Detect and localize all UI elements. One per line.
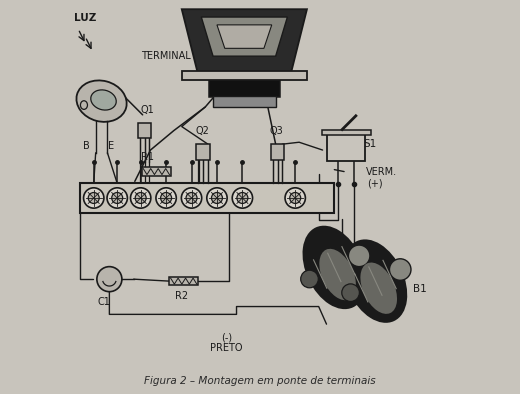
Text: TERMINAL 1: TERMINAL 1	[141, 51, 200, 61]
Ellipse shape	[76, 80, 127, 122]
Ellipse shape	[319, 249, 356, 300]
Text: Q1: Q1	[141, 105, 154, 115]
Ellipse shape	[301, 270, 318, 288]
Bar	[141, 167, 171, 176]
Ellipse shape	[342, 284, 359, 301]
Circle shape	[232, 188, 253, 208]
Text: PRETO: PRETO	[211, 343, 243, 353]
Circle shape	[290, 193, 301, 203]
Bar	[321, 130, 371, 136]
Ellipse shape	[81, 101, 87, 110]
Circle shape	[131, 188, 151, 208]
Bar	[138, 123, 151, 138]
Circle shape	[97, 267, 122, 292]
Bar	[213, 96, 276, 107]
Ellipse shape	[360, 262, 397, 314]
Bar	[197, 144, 210, 160]
Circle shape	[161, 193, 172, 203]
Text: FTE: FTE	[266, 39, 284, 49]
Circle shape	[212, 193, 223, 203]
Text: B1: B1	[412, 284, 426, 294]
Bar	[182, 71, 307, 80]
Ellipse shape	[304, 227, 365, 308]
Text: LUZ: LUZ	[74, 13, 97, 23]
Bar	[169, 277, 199, 285]
Ellipse shape	[389, 259, 411, 280]
Polygon shape	[217, 25, 272, 48]
Ellipse shape	[345, 240, 406, 322]
Text: VERM.: VERM.	[366, 167, 397, 177]
Circle shape	[237, 193, 248, 203]
Text: E: E	[108, 141, 114, 151]
Circle shape	[112, 193, 123, 203]
Text: R1: R1	[141, 152, 154, 162]
Text: Q2: Q2	[196, 126, 210, 136]
Bar	[271, 144, 284, 160]
Text: C1: C1	[97, 297, 110, 307]
Circle shape	[186, 193, 197, 203]
Circle shape	[88, 193, 99, 203]
Bar	[80, 183, 334, 213]
Ellipse shape	[91, 90, 116, 110]
Text: R2: R2	[175, 291, 188, 301]
Text: S1: S1	[363, 139, 377, 149]
Text: Figura 2 – Montagem em ponte de terminais: Figura 2 – Montagem em ponte de terminai…	[144, 376, 376, 386]
Circle shape	[181, 188, 202, 208]
Bar	[328, 132, 365, 161]
Polygon shape	[201, 17, 288, 56]
Text: B: B	[83, 141, 89, 151]
Ellipse shape	[348, 245, 370, 267]
Circle shape	[207, 188, 227, 208]
Text: Q3: Q3	[270, 126, 283, 136]
Polygon shape	[182, 9, 307, 72]
Text: (-): (-)	[221, 333, 232, 343]
Circle shape	[285, 188, 305, 208]
Bar	[209, 79, 280, 97]
Circle shape	[84, 188, 104, 208]
Text: (+): (+)	[368, 178, 383, 188]
Circle shape	[107, 188, 127, 208]
Circle shape	[156, 188, 176, 208]
Circle shape	[135, 193, 146, 203]
